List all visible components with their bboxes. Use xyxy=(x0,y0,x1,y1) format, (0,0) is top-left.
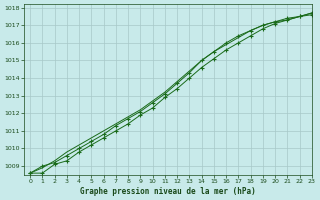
X-axis label: Graphe pression niveau de la mer (hPa): Graphe pression niveau de la mer (hPa) xyxy=(80,187,256,196)
